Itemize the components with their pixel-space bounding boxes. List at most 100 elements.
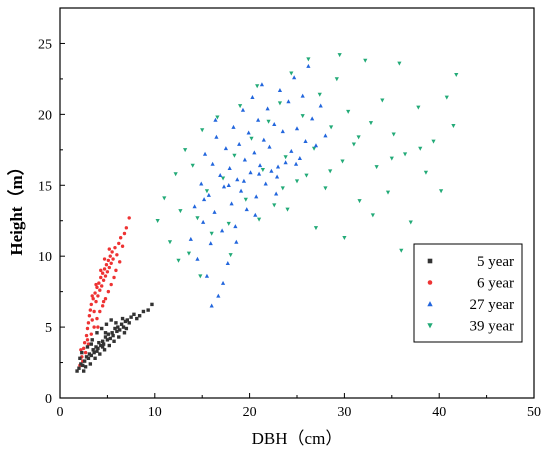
series-5-year bbox=[75, 302, 154, 373]
data-point bbox=[82, 359, 87, 363]
data-point bbox=[306, 57, 311, 62]
legend-marker bbox=[427, 280, 433, 285]
y-tick-label: 0 bbox=[45, 392, 52, 407]
data-point bbox=[97, 340, 101, 345]
data-point bbox=[114, 321, 118, 325]
series-6-year bbox=[78, 216, 131, 368]
data-point bbox=[118, 236, 123, 240]
data-point bbox=[408, 220, 413, 225]
data-point bbox=[294, 126, 300, 131]
data-point bbox=[112, 339, 116, 343]
data-point bbox=[108, 336, 112, 341]
data-point bbox=[82, 346, 86, 351]
x-tick-label: 0 bbox=[57, 405, 64, 420]
data-point bbox=[100, 271, 105, 275]
legend-marker bbox=[427, 301, 433, 307]
data-point bbox=[313, 226, 319, 231]
data-point bbox=[311, 146, 317, 151]
data-point bbox=[114, 268, 118, 273]
data-point bbox=[95, 316, 99, 321]
data-point bbox=[240, 107, 246, 112]
data-point bbox=[201, 219, 206, 224]
data-point bbox=[83, 350, 88, 355]
data-point bbox=[397, 61, 402, 66]
data-point bbox=[120, 316, 125, 321]
data-point bbox=[95, 349, 99, 353]
data-point bbox=[357, 199, 362, 204]
data-point bbox=[103, 297, 108, 301]
data-point bbox=[107, 343, 111, 348]
data-points bbox=[75, 53, 459, 373]
data-point bbox=[255, 84, 260, 89]
data-point bbox=[87, 352, 92, 356]
data-point bbox=[451, 124, 456, 129]
data-point bbox=[111, 257, 115, 261]
data-point bbox=[208, 241, 213, 246]
data-point bbox=[92, 325, 96, 329]
data-point bbox=[444, 95, 449, 100]
data-point bbox=[228, 253, 233, 258]
data-point bbox=[120, 244, 125, 248]
y-tick-label: 20 bbox=[38, 108, 52, 123]
data-point bbox=[96, 294, 100, 298]
data-point bbox=[277, 87, 283, 92]
data-point bbox=[337, 53, 342, 58]
data-point bbox=[117, 241, 121, 246]
data-point bbox=[216, 293, 221, 298]
data-point bbox=[100, 304, 105, 308]
y-tick-label: 10 bbox=[38, 250, 52, 265]
data-point bbox=[82, 369, 86, 373]
data-point bbox=[173, 172, 178, 177]
data-point bbox=[200, 128, 205, 133]
data-point bbox=[84, 355, 89, 359]
data-point bbox=[289, 148, 294, 153]
data-point bbox=[112, 275, 116, 280]
legend-marker bbox=[427, 323, 433, 329]
data-point bbox=[317, 92, 322, 97]
data-point bbox=[233, 224, 238, 229]
data-point bbox=[418, 146, 423, 151]
data-point bbox=[323, 133, 328, 138]
data-point bbox=[105, 338, 110, 342]
data-point bbox=[125, 318, 130, 322]
data-point bbox=[225, 260, 230, 265]
data-point bbox=[81, 363, 85, 368]
data-point bbox=[423, 170, 429, 175]
data-point bbox=[274, 191, 279, 196]
data-point bbox=[82, 340, 87, 345]
data-point bbox=[292, 75, 297, 80]
data-point bbox=[90, 318, 94, 322]
data-point bbox=[209, 303, 214, 308]
data-point bbox=[103, 335, 108, 339]
data-point bbox=[293, 161, 299, 166]
data-point bbox=[201, 197, 207, 202]
data-point bbox=[86, 321, 91, 325]
data-point bbox=[85, 326, 90, 331]
data-point bbox=[242, 157, 247, 162]
data-point bbox=[318, 103, 323, 108]
data-point bbox=[237, 141, 242, 146]
data-point bbox=[213, 117, 218, 122]
data-point bbox=[431, 139, 436, 144]
data-point bbox=[85, 345, 90, 349]
axes: 0 10 20 30 40 50 0 5 10 15 20 25 bbox=[38, 7, 541, 420]
data-point bbox=[119, 322, 124, 326]
data-point bbox=[190, 163, 195, 168]
data-point bbox=[110, 250, 114, 254]
legend-label: 27 year bbox=[469, 297, 514, 313]
data-point bbox=[101, 299, 106, 304]
x-tick-label: 20 bbox=[243, 405, 257, 420]
legend: 5 year 6 year 27 year 39 year bbox=[413, 243, 523, 343]
x-tick-label: 40 bbox=[432, 405, 446, 420]
data-point bbox=[283, 160, 288, 165]
data-point bbox=[98, 352, 102, 356]
data-point bbox=[87, 314, 92, 318]
data-point bbox=[79, 362, 83, 366]
data-point bbox=[86, 356, 91, 360]
data-point bbox=[380, 98, 385, 103]
data-point bbox=[248, 170, 253, 175]
data-point bbox=[121, 325, 126, 329]
data-point bbox=[346, 109, 351, 114]
data-point bbox=[75, 369, 79, 373]
data-point bbox=[269, 168, 274, 173]
